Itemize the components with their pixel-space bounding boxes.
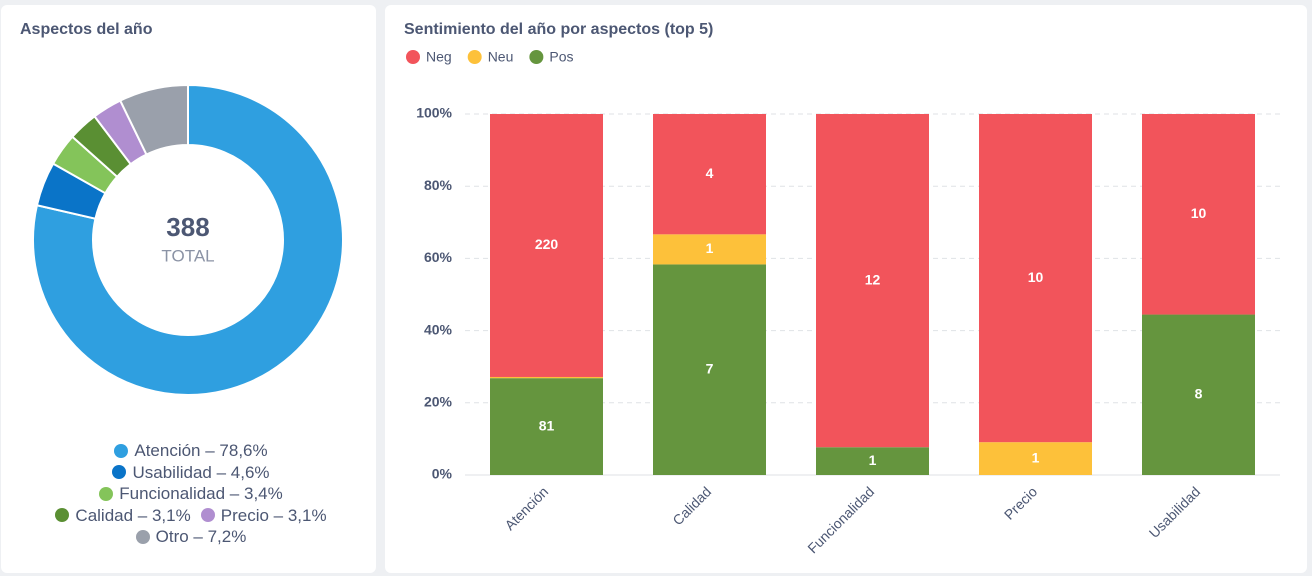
legend-item: Calidad – 3,1% — [55, 505, 191, 527]
legend-label: Usabilidad – 4,6% — [132, 462, 270, 482]
legend-swatch — [135, 529, 150, 544]
legend-swatch — [406, 50, 420, 64]
bar-segment — [653, 114, 766, 235]
bar-segment — [816, 114, 929, 448]
legend-label: Atención – 78,6% — [134, 441, 268, 460]
legend-label: Calidad – 3,1% — [75, 505, 191, 525]
legend-item: Atención – 78,6% — [114, 440, 268, 462]
legend-label: Neu — [488, 49, 514, 65]
bar-segment — [979, 442, 1092, 475]
y-tick-label: 0% — [432, 466, 453, 482]
legend-swatch — [200, 508, 215, 523]
legend-label: Funcionalidad – 3,4% — [119, 484, 283, 503]
bar-segment — [816, 447, 929, 475]
slice — [32, 83, 344, 396]
legend-swatch — [467, 50, 482, 64]
value-label: 1 — [1032, 449, 1040, 465]
legend-label: Neg — [426, 49, 452, 65]
bar-segment — [979, 114, 1092, 443]
legend-swatch — [55, 508, 70, 523]
legend-label: Otro – 7,2% — [155, 527, 247, 546]
value-label: 81 — [539, 417, 555, 433]
bar-segment — [653, 264, 766, 475]
chart-title: Aspectos del año — [20, 21, 153, 38]
value-label: 10 — [1028, 269, 1044, 285]
bar-segment — [653, 234, 766, 265]
value-label: 8 — [1195, 385, 1203, 401]
legend-swatch — [99, 486, 114, 501]
legend: Atención – 78,6% Usabilidad – 4,6% Funcion… — [46, 440, 336, 548]
legend-label: Precio – 3,1% — [220, 505, 327, 525]
bar-segment — [490, 376, 603, 379]
value-label: 10 — [1191, 205, 1207, 221]
slice — [118, 83, 189, 156]
y-tick-label: 60% — [424, 249, 453, 265]
legend-item: Precio – 3,1% — [200, 505, 327, 527]
legend-label: Pos — [549, 49, 573, 65]
legend-swatch — [114, 443, 129, 458]
y-tick-label: 100% — [416, 105, 452, 121]
value-label: 220 — [535, 236, 559, 252]
total-value: 388 — [166, 212, 209, 242]
value-label: 4 — [706, 165, 714, 181]
value-label: 1 — [706, 240, 714, 256]
bar-segment — [1142, 114, 1255, 315]
bar-segment — [1142, 314, 1255, 475]
value-label: 7 — [706, 360, 714, 376]
value-label: 12 — [865, 271, 881, 287]
bar-segment — [490, 114, 603, 377]
legend-item: Otro – 7,2% — [135, 526, 247, 548]
y-tick-label: 40% — [424, 321, 453, 337]
legend-item: Usabilidad – 4,6% — [112, 462, 270, 484]
legend-swatch — [529, 50, 544, 64]
legend-swatch — [112, 465, 127, 480]
legend-item: Funcionalidad – 3,4% — [99, 483, 283, 505]
total-label: TOTAL — [161, 246, 214, 265]
y-tick-label: 20% — [424, 394, 453, 410]
bar-segment — [490, 378, 603, 475]
value-label: 1 — [869, 452, 877, 468]
chart-title: Sentimiento del año por aspectos (top 5) — [404, 21, 713, 38]
y-tick-label: 80% — [424, 177, 453, 193]
